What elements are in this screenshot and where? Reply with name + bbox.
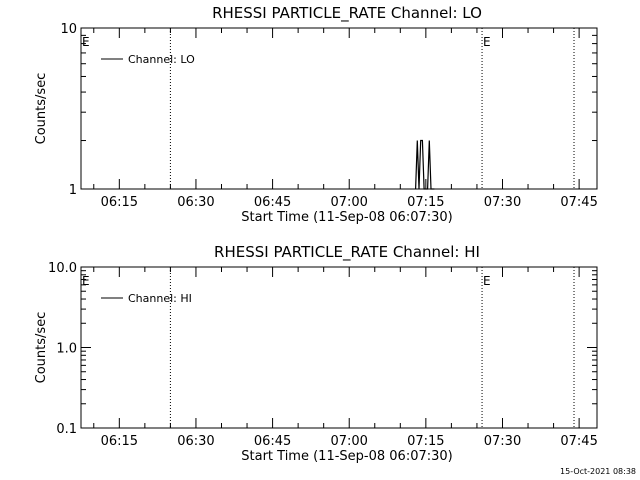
plot-frame [80, 27, 598, 190]
y-tick-label: 0.1 [56, 422, 77, 437]
lo-channel-panel: RHESSI PARTICLE_RATE Channel: LO 1 10 Count… [34, 4, 598, 225]
legend-entry: Channel: LO [128, 53, 195, 66]
x-tick-label: 06:15 [101, 195, 138, 210]
x-axis-label: Start Time (11-Sep-08 06:07:30) [241, 210, 452, 225]
x-tick-label: 06:45 [254, 195, 291, 210]
x-tick-label: 07:15 [407, 434, 444, 449]
y-axis-label: Counts/sec [34, 312, 49, 384]
chart-title: RHESSI PARTICLE_RATE Channel: HI [214, 243, 480, 262]
hi-channel-panel: RHESSI PARTICLE_RATE Channel: HI 0.1 1.0 10… [34, 243, 598, 464]
x-tick-label: 07:45 [560, 195, 597, 210]
event-marker-label: E [82, 35, 90, 49]
x-tick-label: 07:15 [407, 195, 444, 210]
x-tick-label: 06:45 [254, 434, 291, 449]
x-tick-label: 06:15 [101, 434, 138, 449]
legend-entry: Channel: HI [128, 292, 192, 305]
y-axis-label: Counts/sec [34, 73, 49, 145]
y-tick-label: 1 [69, 183, 77, 198]
series-line [415, 139, 435, 190]
event-marker-label: E [483, 274, 491, 288]
y-tick-label: 10.0 [48, 261, 77, 276]
footer-timestamp: 15-Oct-2021 08:38 [560, 467, 636, 476]
event-marker-label: E [483, 35, 491, 49]
x-tick-label: 07:30 [484, 195, 521, 210]
y-tick-label: 1.0 [56, 342, 77, 357]
y-tick-label: 10 [60, 22, 77, 37]
event-marker-label: E [82, 274, 90, 288]
x-tick-label: 07:45 [560, 434, 597, 449]
chart-title: RHESSI PARTICLE_RATE Channel: LO [212, 4, 482, 23]
x-tick-label: 07:30 [484, 434, 521, 449]
x-axis-label: Start Time (11-Sep-08 06:07:30) [241, 449, 452, 464]
x-tick-label: 07:00 [330, 434, 367, 449]
x-tick-label: 06:30 [177, 195, 214, 210]
x-tick-label: 07:00 [330, 195, 367, 210]
x-tick-label: 06:30 [177, 434, 214, 449]
